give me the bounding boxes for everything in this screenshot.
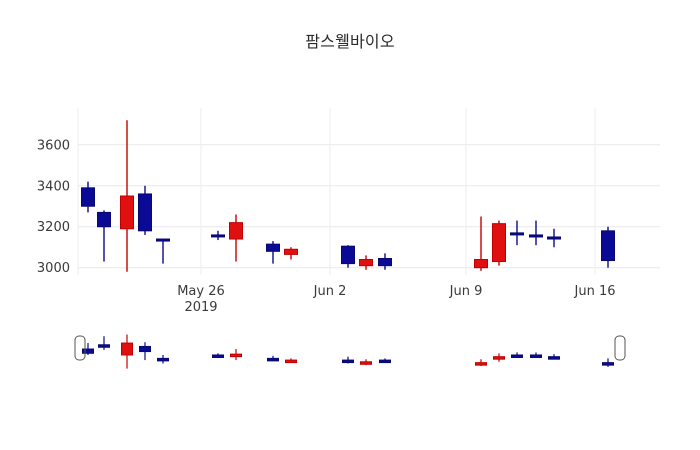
volume-candle-body (267, 357, 279, 362)
volume-candle[interactable] (548, 354, 560, 360)
volume-candle-body (212, 354, 224, 358)
candle[interactable] (341, 245, 355, 268)
candle-series (81, 120, 615, 272)
candle[interactable] (156, 238, 170, 264)
candle-body (81, 187, 95, 207)
volume-candle[interactable] (493, 353, 505, 362)
volume-candle[interactable] (360, 359, 372, 366)
volume-candle-body (548, 356, 560, 360)
x-tick-label: Jun 9 (449, 284, 483, 299)
candle[interactable] (266, 241, 280, 264)
y-axis-labels: 3000 3200 3400 3600 (37, 138, 70, 276)
volume-candle-body (82, 348, 94, 354)
volume-candle[interactable] (98, 336, 110, 350)
candle-body (529, 234, 543, 238)
volume-candle[interactable] (511, 352, 523, 358)
edge-markers (74, 335, 626, 361)
volume-candle[interactable] (475, 359, 487, 367)
volume-candle[interactable] (212, 353, 224, 358)
candle[interactable] (138, 185, 152, 235)
candle-body (492, 223, 506, 263)
volume-candle-body (475, 362, 487, 366)
y-tick-label: 3000 (37, 261, 70, 276)
volume-candle-body (602, 362, 614, 366)
candle-body (601, 230, 615, 262)
candle[interactable] (601, 226, 615, 268)
volume-candle[interactable] (267, 355, 279, 362)
volume-candle-body (285, 359, 297, 364)
volume-candle-body (121, 342, 133, 356)
panel-edge-marker-right (614, 335, 626, 361)
panel-edge-marker-left (74, 335, 86, 361)
candle[interactable] (229, 214, 243, 262)
volume-candle[interactable] (139, 342, 151, 361)
candle-body (510, 232, 524, 236)
candle[interactable] (359, 255, 373, 270)
candle-body (138, 193, 152, 232)
x-tick-label: Jun 2 (313, 284, 347, 299)
candle[interactable] (97, 210, 111, 262)
candle[interactable] (211, 230, 225, 241)
x-tick-label: May 26 (177, 284, 225, 299)
grid-layer (77, 108, 660, 275)
candle-body (474, 259, 488, 269)
candle[interactable] (529, 220, 543, 246)
candle[interactable] (492, 220, 506, 266)
y-tick-label: 3400 (37, 179, 70, 194)
volume-candle-body (157, 357, 169, 362)
volume-candle-body (360, 361, 372, 365)
volume-candle[interactable] (530, 352, 542, 358)
volume-candle[interactable] (285, 358, 297, 364)
candle[interactable] (510, 220, 524, 246)
volume-candle-body (530, 354, 542, 358)
volume-series (82, 334, 614, 369)
candle-body (97, 211, 111, 228)
candle-body (284, 248, 298, 255)
candle-body (120, 195, 134, 230)
candle[interactable] (547, 228, 561, 248)
candle-body (211, 234, 225, 238)
candle-body (229, 222, 243, 240)
volume-candle[interactable] (121, 334, 133, 369)
volume-candle-body (230, 353, 242, 358)
volume-candle[interactable] (602, 358, 614, 367)
candle-body (547, 236, 561, 240)
candle[interactable] (284, 247, 298, 260)
candle[interactable] (120, 120, 134, 272)
candle-body (156, 238, 170, 242)
x-tick-label: Jun 16 (574, 284, 616, 299)
x-tick-sublabel: 2019 (184, 300, 217, 315)
volume-candle[interactable] (82, 343, 94, 355)
candle-body (378, 257, 392, 267)
y-tick-label: 3200 (37, 220, 70, 235)
volume-candle[interactable] (157, 354, 169, 364)
candle[interactable] (81, 181, 95, 213)
candle-body (266, 243, 280, 252)
candle-body (359, 259, 373, 267)
volume-candle-body (342, 359, 354, 364)
y-tick-label: 3600 (37, 138, 70, 153)
volume-candle[interactable] (230, 349, 242, 361)
volume-candle-body (493, 356, 505, 360)
volume-candle-body (98, 344, 110, 348)
candle-body (341, 245, 355, 265)
volume-candle-body (139, 345, 151, 353)
volume-candle[interactable] (379, 358, 391, 364)
volume-candle-body (511, 354, 523, 358)
candle[interactable] (474, 216, 488, 271)
volume-candle-body (379, 359, 391, 364)
volume-candle[interactable] (342, 356, 354, 364)
chart-title: 팜스웰바이오 (305, 32, 395, 51)
candle[interactable] (378, 253, 392, 270)
